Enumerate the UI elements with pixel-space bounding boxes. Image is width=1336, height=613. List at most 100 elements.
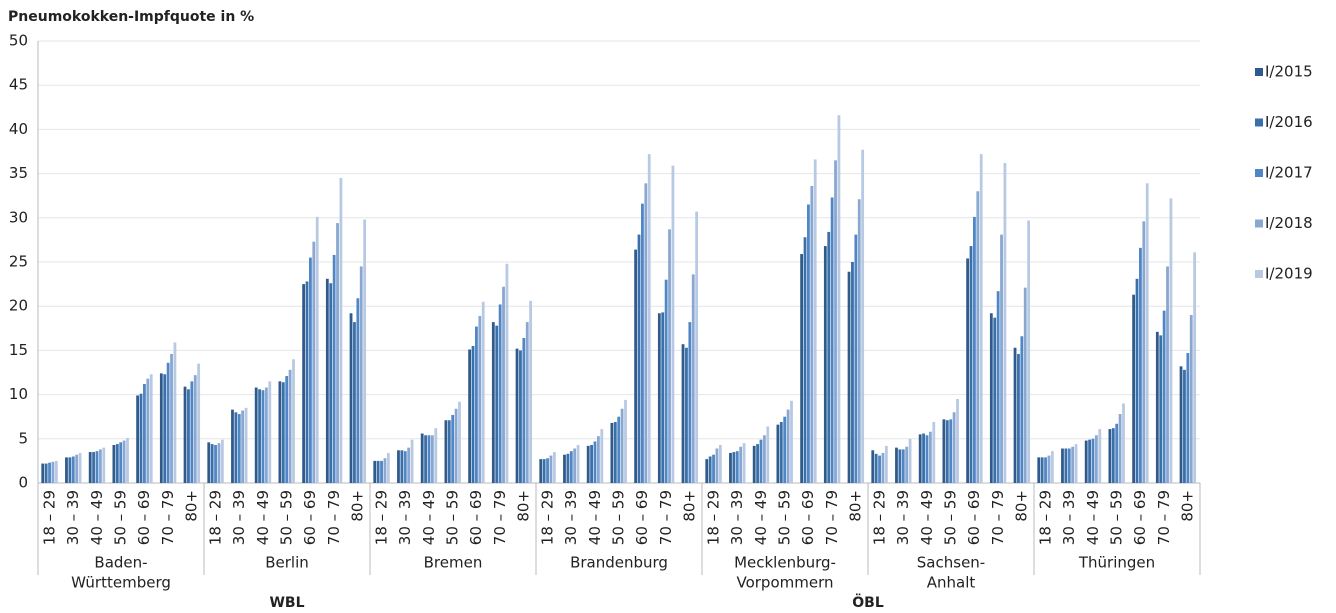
bar	[691, 274, 695, 483]
bar	[993, 317, 997, 483]
bar	[552, 452, 556, 483]
bar	[1166, 266, 1169, 483]
bar	[969, 246, 973, 483]
bar	[403, 451, 407, 483]
bar	[1023, 287, 1027, 483]
bar	[410, 439, 414, 483]
bar	[1013, 347, 1017, 483]
bar	[143, 383, 146, 483]
bar	[68, 457, 72, 483]
bar	[895, 447, 898, 483]
bar	[115, 444, 119, 483]
bar	[861, 149, 865, 483]
bar	[624, 399, 627, 483]
bar	[309, 257, 312, 483]
x-tick-label: 30 – 39	[562, 490, 580, 545]
region-label: WBL	[269, 595, 304, 611]
bar	[430, 435, 434, 483]
x-tick-label: 30 – 39	[1060, 490, 1078, 545]
bar	[336, 223, 339, 483]
bar	[458, 401, 461, 483]
bar	[241, 410, 245, 483]
x-tick-label: 70 – 79	[989, 490, 1007, 545]
bar	[766, 426, 770, 483]
bar	[112, 444, 116, 483]
group-label: Thüringen	[1078, 554, 1155, 572]
y-tick-label: 40	[9, 120, 28, 138]
bar	[163, 374, 167, 483]
bar	[647, 154, 651, 484]
x-tick-label: 70 – 79	[657, 490, 675, 545]
bar	[193, 375, 197, 483]
bar	[898, 449, 902, 483]
x-tick-label: 30 – 39	[396, 490, 414, 545]
bar	[942, 419, 946, 483]
bar	[444, 420, 448, 483]
bar	[525, 322, 529, 483]
bar	[78, 452, 82, 483]
bar	[207, 442, 211, 483]
x-tick-label: 50 – 59	[444, 490, 462, 545]
bar	[979, 154, 983, 484]
bar	[305, 281, 309, 483]
bar	[522, 338, 526, 483]
bar	[529, 300, 533, 483]
bar	[434, 428, 438, 483]
bar	[237, 414, 241, 483]
bar	[641, 203, 644, 483]
bar	[197, 363, 201, 483]
bar	[302, 284, 306, 483]
bar	[1084, 440, 1088, 483]
bar	[830, 197, 834, 483]
bar	[854, 234, 858, 483]
bar	[613, 422, 617, 483]
x-tick-label: 80+	[681, 490, 699, 522]
legend-label: I/2018	[1265, 214, 1313, 232]
bar	[956, 399, 959, 483]
bar	[102, 447, 106, 483]
y-tick-label: 0	[18, 474, 28, 492]
bar	[857, 199, 861, 483]
bar	[1088, 439, 1091, 483]
bar	[742, 443, 746, 483]
x-tick-label: 70 – 79	[325, 490, 343, 545]
bar	[1098, 429, 1102, 483]
legend-swatch	[1255, 68, 1263, 76]
bar	[325, 278, 329, 483]
bar	[468, 349, 472, 483]
x-tick-label: 18 – 29	[372, 490, 390, 545]
bar	[481, 301, 485, 483]
x-tick-label: 40 – 49	[88, 490, 106, 545]
bar	[1122, 403, 1125, 483]
bar	[312, 241, 316, 483]
x-tick-label: 60 – 69	[467, 490, 485, 545]
bar	[471, 345, 475, 483]
bar	[234, 412, 238, 483]
bar	[949, 419, 953, 483]
bar	[329, 283, 333, 483]
x-tick-label: 50 – 59	[942, 490, 960, 545]
bar	[735, 451, 739, 483]
bar	[1074, 444, 1078, 483]
bar	[908, 438, 912, 483]
bar	[149, 374, 153, 483]
bar	[1094, 435, 1098, 483]
x-tick-label: 80+	[515, 490, 533, 522]
x-tick-label: 60 – 69	[1131, 490, 1149, 545]
bar	[339, 178, 343, 483]
bar	[813, 159, 817, 483]
bar	[996, 291, 1000, 483]
legend-label: I/2016	[1265, 113, 1313, 131]
bar	[447, 420, 451, 483]
bar	[146, 378, 150, 483]
bar	[373, 460, 377, 483]
bar	[258, 389, 261, 483]
x-tick-label: 60 – 69	[799, 490, 817, 545]
bar	[928, 431, 932, 483]
x-tick-label: 80+	[1179, 490, 1197, 522]
bar	[1067, 448, 1071, 483]
bar	[952, 412, 956, 483]
group-label: Brandenburg	[570, 554, 668, 572]
bar	[122, 440, 126, 483]
bar	[569, 451, 573, 483]
